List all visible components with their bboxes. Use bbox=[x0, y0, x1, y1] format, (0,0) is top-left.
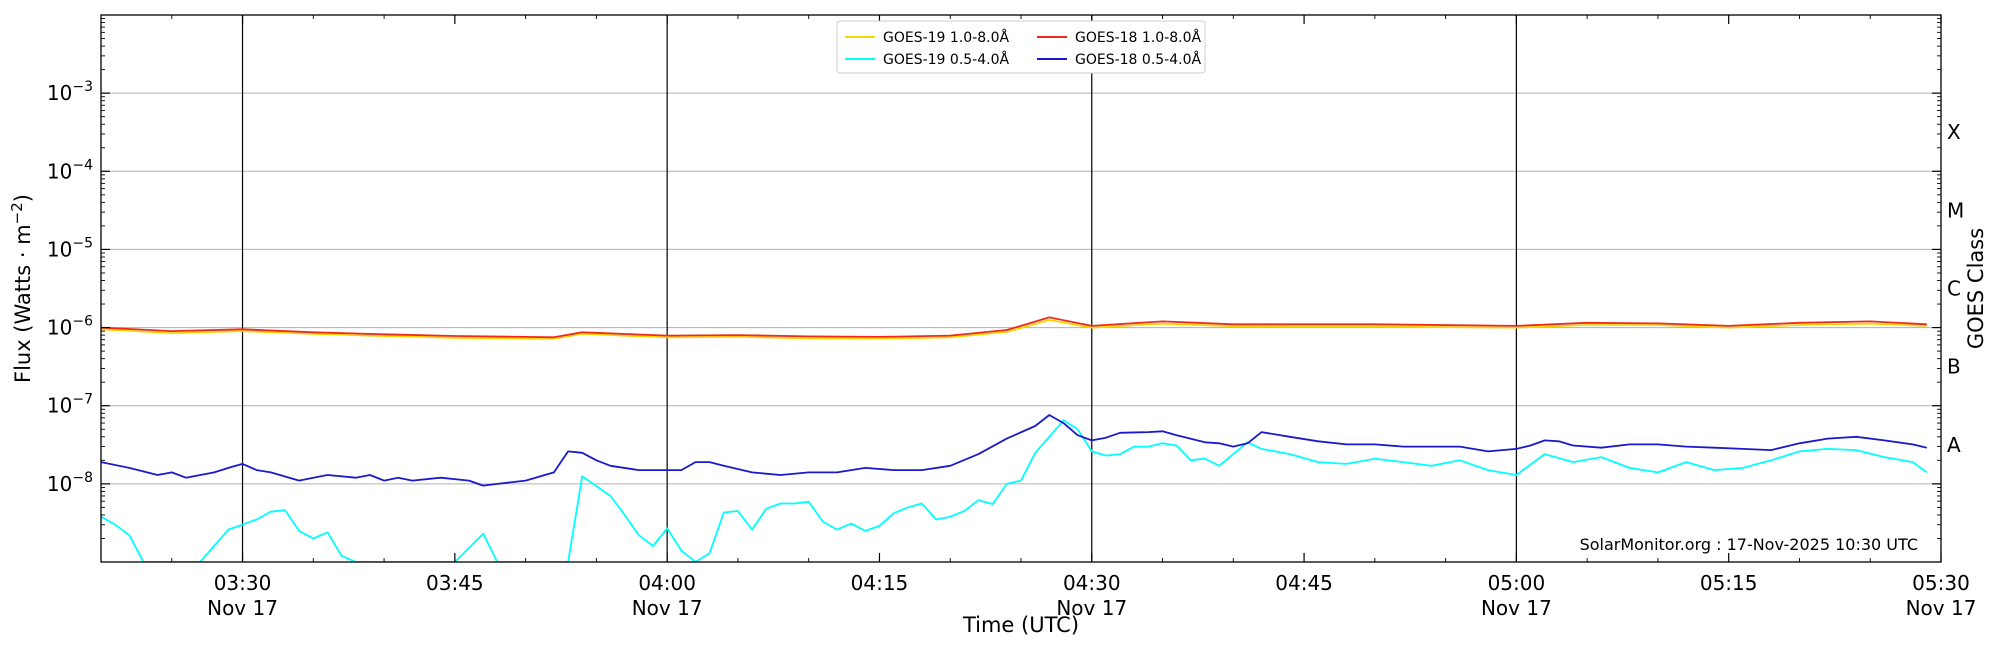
x-tick-date-label: Nov 17 bbox=[1481, 596, 1552, 620]
time-marker-lines bbox=[241, 15, 1517, 562]
legend-label: GOES-18 0.5-4.0Å bbox=[1075, 51, 1201, 68]
series-line-3 bbox=[101, 419, 1928, 562]
x-tick-date-label: Nov 17 bbox=[1056, 596, 1127, 620]
legend-label: GOES-19 0.5-4.0Å bbox=[883, 51, 1009, 68]
y-axis-title: Flux (Watts · m−2) bbox=[8, 194, 35, 383]
y-tick-label: 10−3 bbox=[47, 79, 93, 105]
series-line-4 bbox=[101, 414, 1928, 487]
goes-class-label: M bbox=[1947, 198, 1964, 222]
goes-class-axis-title: GOES Class bbox=[1964, 228, 1988, 349]
x-tick-label: 03:30 bbox=[214, 571, 272, 595]
x-tick-label: 03:45 bbox=[426, 571, 484, 595]
series-layer bbox=[101, 316, 1928, 562]
series-line-2 bbox=[101, 316, 1927, 339]
x-tick-label: 04:00 bbox=[638, 571, 696, 595]
x-tick-date-label: Nov 17 bbox=[632, 596, 703, 620]
goes-class-label: A bbox=[1947, 433, 1961, 457]
x-tick-label: 04:15 bbox=[851, 571, 909, 595]
legend-box bbox=[836, 20, 1206, 74]
y-tick-label: 10−4 bbox=[47, 157, 93, 183]
x-tick-label: 05:15 bbox=[1700, 571, 1758, 595]
x-tick-date-label: Nov 17 bbox=[207, 596, 278, 620]
tick-layer bbox=[100, 15, 1942, 562]
legend-label: GOES-19 1.0-8.0Å bbox=[883, 29, 1009, 46]
goes-class-label: X bbox=[1947, 120, 1961, 144]
grid-layer bbox=[101, 92, 1941, 485]
x-tick-date-label: Nov 17 bbox=[1906, 596, 1977, 620]
y-tick-label: 10−8 bbox=[47, 470, 93, 496]
goes-class-labels: A B C M X bbox=[1947, 120, 1964, 457]
x-tick-label: 04:45 bbox=[1275, 571, 1333, 595]
legend: GOES-19 1.0-8.0Å GOES-19 0.5-4.0Å GOES-18 … bbox=[836, 20, 1206, 74]
x-tick-label: 05:30 bbox=[1912, 571, 1970, 595]
goes-class-label: B bbox=[1947, 355, 1961, 379]
series-line-1 bbox=[101, 319, 1927, 340]
x-tick-label: 05:00 bbox=[1488, 571, 1546, 595]
legend-label: GOES-18 1.0-8.0Å bbox=[1075, 29, 1201, 46]
goes-class-label: C bbox=[1947, 277, 1961, 301]
x-axis-title: Time (UTC) bbox=[962, 613, 1079, 637]
y-tick-label: 10−6 bbox=[47, 314, 93, 340]
x-tick-label: 04:30 bbox=[1063, 571, 1121, 595]
credit-text: SolarMonitor.org : 17-Nov-2025 10:30 UTC bbox=[1580, 535, 1918, 554]
y-tick-label: 10−7 bbox=[47, 392, 93, 418]
y-tick-label: 10−5 bbox=[47, 235, 93, 261]
